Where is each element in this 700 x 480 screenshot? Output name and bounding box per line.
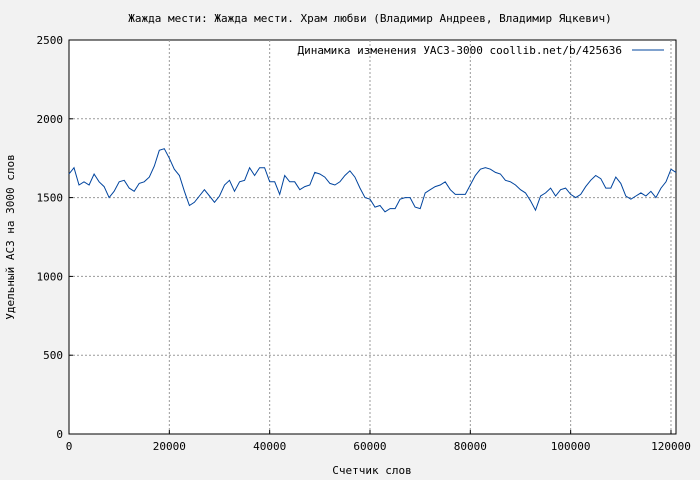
- y-axis-label: Удельный АСЗ на 3000 слов: [4, 154, 17, 320]
- grid-lines: [69, 40, 676, 434]
- y-tick-label: 1000: [37, 270, 64, 283]
- x-tick-label: 100000: [551, 440, 591, 453]
- x-tick-label: 60000: [353, 440, 386, 453]
- x-tick-label: 120000: [651, 440, 691, 453]
- y-tick-label: 2000: [37, 113, 64, 126]
- x-axis-tick-labels: 0 20000 40000 60000 80000 100000 120000: [66, 440, 691, 453]
- y-tick-label: 1500: [37, 192, 64, 205]
- legend-label: Динамика изменения УАСЗ-3000 coollib.net…: [297, 44, 622, 57]
- y-tick-label: 0: [56, 428, 63, 441]
- y-tick-label: 500: [43, 349, 63, 362]
- y-tick-label: 2500: [37, 34, 64, 47]
- x-tick-label: 40000: [253, 440, 286, 453]
- y-axis-tick-labels: 0 500 1000 1500 2000 2500: [37, 34, 64, 441]
- legend: Динамика изменения УАСЗ-3000 coollib.net…: [297, 44, 664, 57]
- chart-title: Жажда мести: Жажда мести. Храм любви (Вл…: [128, 12, 611, 25]
- axis-ticks: [68, 39, 672, 435]
- x-tick-label: 0: [66, 440, 73, 453]
- series-line: [68, 148, 677, 213]
- plot-background: [68, 39, 677, 435]
- x-tick-label: 80000: [454, 440, 487, 453]
- x-tick-label: 20000: [153, 440, 186, 453]
- plot-area: [68, 39, 677, 435]
- x-axis-label: Счетчик слов: [332, 464, 411, 477]
